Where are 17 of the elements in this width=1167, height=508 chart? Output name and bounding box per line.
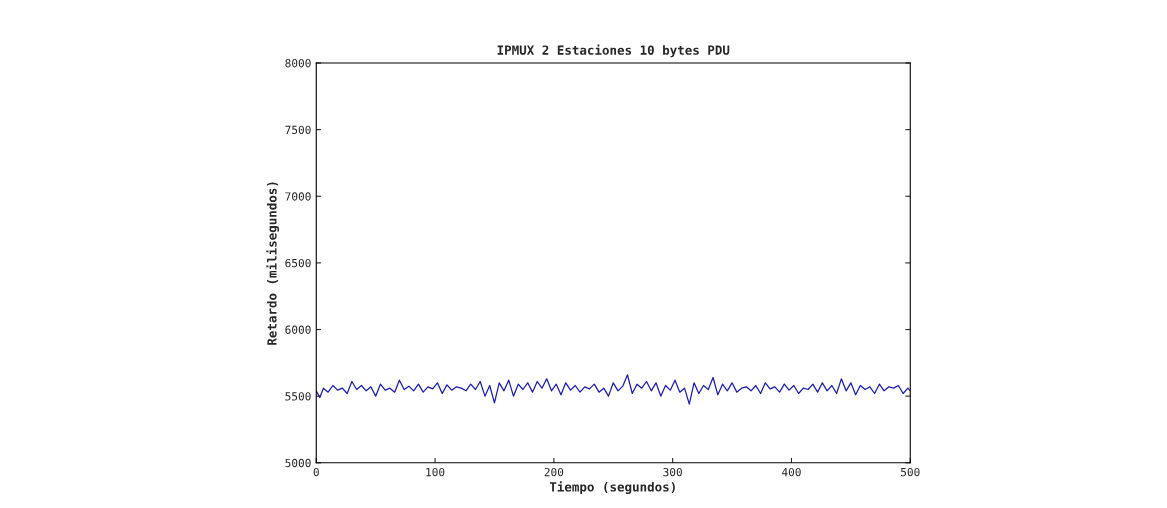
x-tick-label: 300	[663, 467, 682, 477]
x-tick-label: 200	[544, 467, 564, 477]
y-tick-label: 6500	[285, 258, 311, 268]
x-tick-label: 0	[313, 467, 319, 477]
x-tick-label: 500	[901, 467, 920, 477]
y-tick-label: 8000	[285, 59, 311, 68]
x-axis-title: Tiempo (segundos)	[549, 481, 675, 494]
y-tick-label: 5500	[285, 392, 311, 401]
y-tick-label: 6000	[285, 325, 311, 334]
line-series	[316, 374, 911, 405]
y-tick-label: 7000	[285, 192, 311, 201]
x-tick-label: 400	[781, 467, 801, 477]
x-tick-label: 100	[426, 467, 445, 477]
y-tick-label: 5000	[285, 458, 311, 468]
chart-title: IPMUX 2 Estaciones 10 bytes PDU	[497, 44, 730, 58]
y-tick-label: 7500	[285, 125, 311, 135]
y-axis-title: Retardo (milisegundos)	[266, 182, 280, 345]
